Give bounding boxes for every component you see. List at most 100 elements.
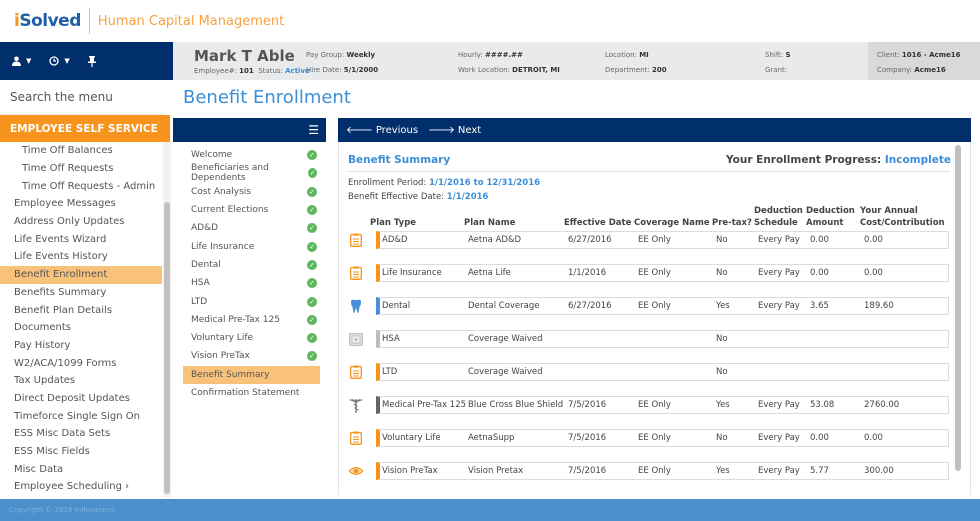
sidebar-item-benefit-enrollment[interactable]: Benefit Enrollment	[0, 265, 162, 284]
client: Client: 1016 - Acme16	[877, 51, 961, 59]
check-icon: ✓	[307, 223, 317, 234]
sidebar-scrollbar-thumb[interactable]	[164, 202, 170, 494]
caret-down-icon: ▼	[26, 57, 32, 65]
employee-name: Mark T Able	[194, 47, 295, 65]
page-title: Benefit Enrollment	[183, 87, 351, 108]
sidebar-section-employee-self-service[interactable]: EMPLOYEE SELF SERVICE	[0, 115, 170, 142]
brand-tagline: Human Capital Management	[97, 13, 285, 29]
employee-id-status: Employee#: 101 Status: Active	[194, 67, 310, 75]
step-hsa[interactable]: HSA ✓	[183, 274, 320, 292]
sidebar-item-timeforce-single-sign-on[interactable]: Timeforce Single Sign On	[14, 410, 140, 422]
hamburger-menu-icon[interactable]: ☰	[308, 123, 319, 137]
step-welcome[interactable]: Welcome ✓	[183, 146, 320, 164]
sidebar-item-employee-messages[interactable]: Employee Messages	[14, 198, 116, 210]
col-plan-type: Plan Type	[370, 218, 417, 228]
sidebar-item-life-events-wizard[interactable]: Life Events Wizard	[14, 233, 107, 245]
footer-copyright: Copyright © 2016 Infinisource	[0, 499, 980, 521]
col-coverage-name: Coverage Name	[634, 218, 710, 228]
caduceus-icon	[348, 397, 364, 413]
main-scrollbar-thumb[interactable]	[955, 145, 961, 471]
clipboard-icon	[348, 364, 364, 380]
step-benefit-summary[interactable]: Benefit Summary	[183, 365, 320, 384]
location: Location: MI	[605, 51, 649, 59]
sidebar-item-ess-misc-data-sets[interactable]: ESS Misc Data Sets	[14, 428, 111, 440]
table-row[interactable]: Medical Pre-Tax 125 Blue Cross Blue Shie…	[376, 396, 949, 414]
menu-search-input[interactable]: Search the menu	[0, 80, 165, 115]
col-pretax: Pre-tax?	[712, 218, 752, 228]
step-confirmation-statement[interactable]: Confirmation Statement	[191, 388, 300, 398]
check-icon: ✓	[307, 205, 317, 216]
pay-group: Pay Group: Weekly	[306, 51, 376, 59]
step-vision-pretax[interactable]: Vision PreTax ✓	[183, 347, 320, 365]
pin-button[interactable]	[87, 55, 96, 67]
clock-icon	[49, 56, 60, 66]
table-row[interactable]: Dental Dental Coverage 6/27/2016 EE Only…	[376, 297, 949, 315]
brand-divider	[88, 8, 90, 34]
previous-button[interactable]: 🡐 Previous	[346, 124, 419, 137]
sidebar-scrollbar[interactable]	[163, 142, 171, 497]
step-dental[interactable]: Dental ✓	[183, 256, 320, 274]
hourly-rate: Hourly: ####.##	[458, 51, 523, 59]
next-button[interactable]: 🡒 Next	[428, 124, 482, 137]
table-row[interactable]: HSA Coverage Waived No	[376, 330, 949, 348]
enrollment-period: Enrollment Period: 1/1/2016 to 12/31/201…	[348, 178, 541, 188]
col-deduction-amount: Deduction Amount	[806, 206, 855, 228]
divider	[348, 171, 950, 172]
col-annual-cost: Your Annual Cost/Contribution	[860, 206, 945, 228]
safe-icon	[348, 331, 364, 347]
table-row[interactable]: Vision PreTax Vision Pretax 7/5/2016 EE …	[376, 462, 949, 480]
sidebar-item-time-off-requests[interactable]: Time Off Requests	[22, 163, 114, 175]
step-cost-analysis[interactable]: Cost Analysis ✓	[183, 183, 320, 201]
check-icon: ✓	[307, 259, 317, 270]
clipboard-icon	[348, 265, 364, 281]
sidebar-item-pay-history[interactable]: Pay History	[14, 339, 71, 351]
check-icon: ✓	[307, 278, 317, 289]
progress-status: Incomplete	[884, 154, 951, 166]
sidebar-item-time-off-balances[interactable]: Time Off Balances	[22, 145, 113, 157]
user-menu-button[interactable]: ▼	[12, 56, 31, 66]
step-medical-pre-tax-125[interactable]: Medical Pre-Tax 125 ✓	[183, 311, 320, 329]
caret-down-icon: ▼	[64, 57, 70, 65]
sidebar-item-documents[interactable]: Documents	[14, 322, 72, 334]
sidebar-item-life-events-history[interactable]: Life Events History	[14, 251, 108, 263]
sidebar-item-address-only-updates[interactable]: Address Only Updates	[14, 216, 125, 228]
sidebar-item-time-off-requests-admin[interactable]: Time Off Requests - Admin	[22, 180, 156, 192]
clipboard-icon	[348, 430, 364, 446]
step-life-insurance[interactable]: Life Insurance ✓	[183, 237, 320, 255]
table-row[interactable]: AD&D Aetna AD&D 6/27/2016 EE Only No Eve…	[376, 231, 949, 249]
department: Department: 200	[605, 66, 667, 74]
check-icon: ✓	[307, 186, 317, 197]
company: Company: Acme16	[877, 66, 946, 74]
sidebar-item-misc-data[interactable]: Misc Data	[14, 463, 64, 475]
step-voluntary-life[interactable]: Voluntary Life ✓	[183, 329, 320, 347]
table-row[interactable]: Voluntary Life AetnaSupp 7/5/2016 EE Onl…	[376, 429, 949, 447]
table-row[interactable]: Life Insurance Aetna Life 1/1/2016 EE On…	[376, 264, 949, 282]
isolved-logo[interactable]: iSolved	[14, 11, 81, 31]
sidebar-menu: Time Off Balances Time Off Requests Time…	[0, 142, 162, 497]
steps-panel-header: ☰	[173, 118, 326, 142]
check-icon: ✓	[307, 333, 317, 344]
sidebar-item-benefits-summary[interactable]: Benefits Summary	[14, 286, 107, 298]
time-menu-button[interactable]: ▼	[49, 56, 70, 66]
main-toolbar: 🡐 Previous 🡒 Next	[338, 118, 971, 142]
sidebar-item-tax-updates[interactable]: Tax Updates	[14, 375, 76, 387]
col-plan-name: Plan Name	[464, 218, 516, 228]
sidebar-item-benefit-plan-details[interactable]: Benefit Plan Details	[14, 304, 113, 316]
shift: Shift: S	[765, 51, 791, 59]
table-row[interactable]: LTD Coverage Waived No	[376, 363, 949, 381]
sidebar-item-ess-misc-fields[interactable]: ESS Misc Fields	[14, 446, 90, 458]
clipboard-icon	[348, 232, 364, 248]
sidebar-item-direct-deposit-updates[interactable]: Direct Deposit Updates	[14, 392, 130, 404]
grant: Grant:	[765, 66, 788, 74]
step-current-elections[interactable]: Current Elections ✓	[183, 201, 320, 219]
eye-icon	[348, 463, 364, 479]
step-ltd[interactable]: LTD ✓	[183, 292, 320, 310]
sidebar-item-employee-scheduling[interactable]: Employee Scheduling ›	[14, 481, 130, 493]
status-badge: Active	[285, 67, 310, 75]
sidebar-item-w2-aca-1099-forms[interactable]: W2/ACA/1099 Forms	[14, 357, 117, 369]
check-icon: ✓	[307, 241, 317, 252]
check-icon: ✓	[307, 296, 317, 307]
step-beneficiaries-and-dependents[interactable]: Beneficiaries and Dependents ✓	[191, 163, 317, 184]
benefit-summary-panel: Benefit Summary Your Enrollment Progress…	[338, 142, 971, 495]
step-add[interactable]: AD&D ✓	[183, 219, 320, 237]
